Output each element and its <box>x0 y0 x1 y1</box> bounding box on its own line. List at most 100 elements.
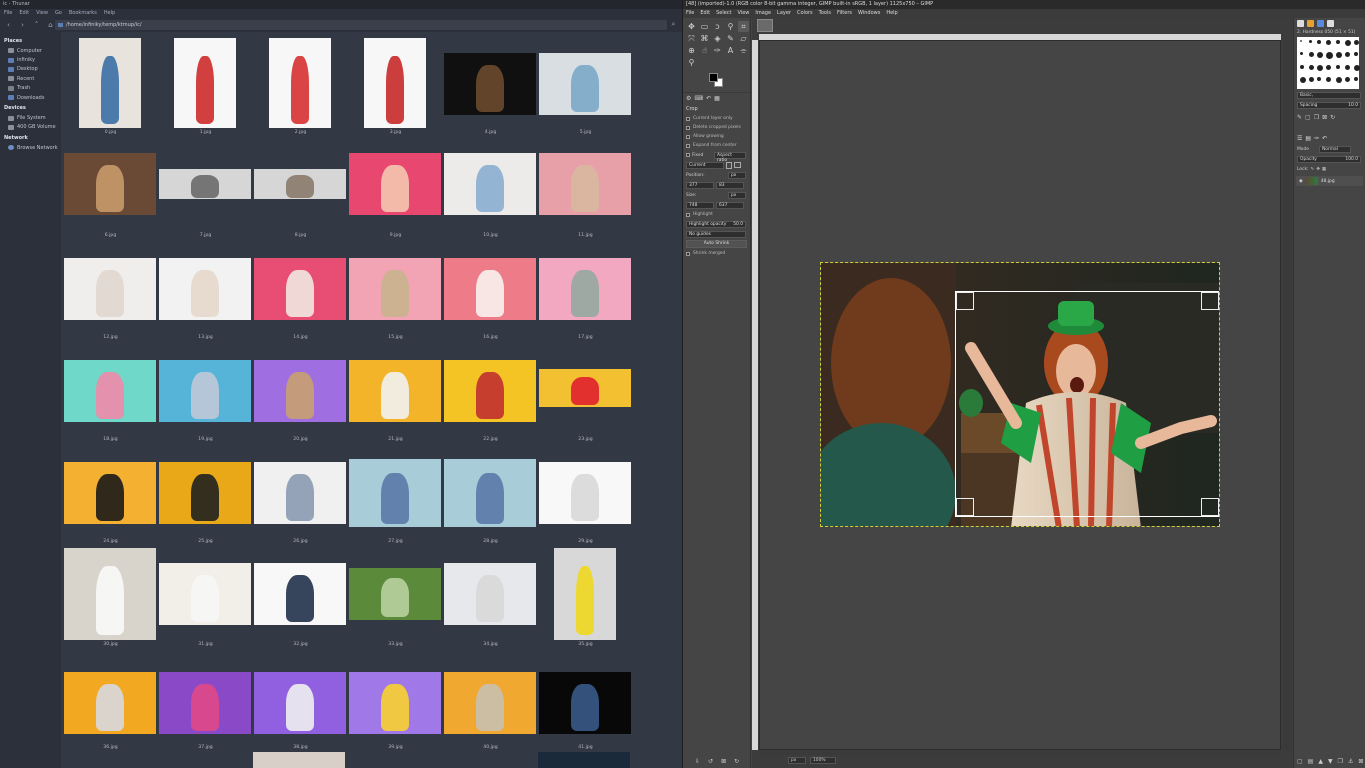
auto-shrink-button[interactable]: Auto Shrink <box>686 240 747 248</box>
brush-preset[interactable] <box>1345 52 1350 57</box>
background-color-swatch[interactable] <box>714 78 723 87</box>
file-thumbnail[interactable] <box>64 462 156 524</box>
file-thumbnail[interactable] <box>539 53 631 115</box>
sidebar-item-trash[interactable]: Trash <box>2 84 58 93</box>
menu-filters[interactable]: Filters <box>837 10 852 16</box>
position-x-field[interactable]: 377 <box>686 181 714 189</box>
file-thumbnail[interactable] <box>159 672 251 734</box>
brush-preset[interactable] <box>1354 52 1358 56</box>
visibility-eye-icon[interactable]: ◉ <box>1299 178 1303 184</box>
crop-handle-tr[interactable] <box>1201 292 1219 310</box>
brush-preset[interactable] <box>1345 65 1350 70</box>
brush-tool-icon[interactable]: ✎ <box>727 34 734 43</box>
tool-options-tab-icon[interactable]: ⚙ <box>686 95 692 102</box>
file-thumbnail[interactable] <box>444 563 536 625</box>
menu-help[interactable]: Help <box>103 10 116 16</box>
file-name-label[interactable]: 1.jpg <box>199 130 212 135</box>
menu-help[interactable]: Help <box>886 10 898 16</box>
file-thumbnail[interactable] <box>254 462 346 524</box>
menu-file[interactable]: File <box>4 10 13 16</box>
file-name-label[interactable]: 30.jpg <box>103 642 118 647</box>
brush-preset[interactable] <box>1345 40 1351 46</box>
zoom-tool-icon[interactable]: ⚲ <box>688 58 695 67</box>
checkbox-box[interactable] <box>686 125 690 130</box>
file-name-label[interactable]: 24.jpg <box>103 539 118 544</box>
file-thumbnail[interactable] <box>269 38 331 128</box>
menu-edit[interactable]: Edit <box>19 10 30 16</box>
file-name-label[interactable]: 35.jpg <box>578 642 593 647</box>
checkbox-box[interactable] <box>686 116 690 121</box>
vertical-scrollbar[interactable] <box>1283 40 1289 750</box>
landscape-icon[interactable] <box>734 162 741 168</box>
menu-layer[interactable]: Layer <box>777 10 791 16</box>
file-thumbnail[interactable] <box>349 459 441 527</box>
brushes-tab-icon[interactable] <box>1297 20 1304 27</box>
file-name-label[interactable]: 9.jpg <box>389 233 402 238</box>
file-thumbnail[interactable] <box>349 153 441 215</box>
file-name-label[interactable]: 19.jpg <box>198 437 213 442</box>
brush-preset[interactable] <box>1336 40 1340 44</box>
eraser-tool-icon[interactable]: ▱ <box>740 34 747 43</box>
layers-tab-icon[interactable]: ☰ <box>1297 135 1303 142</box>
file-name-label[interactable]: 25.jpg <box>198 539 213 544</box>
unit-dropdown[interactable]: px <box>788 756 806 764</box>
file-name-label[interactable]: 14.jpg <box>293 335 308 340</box>
smudge-tool-icon[interactable]: ☝ <box>702 46 707 55</box>
layer-mode-dropdown[interactable]: Normal <box>1319 145 1351 153</box>
file-thumbnail[interactable] <box>538 752 630 768</box>
file-name-label[interactable]: 33.jpg <box>388 642 403 647</box>
paths-tab-icon[interactable]: ✑ <box>1314 135 1320 142</box>
file-thumbnail[interactable] <box>539 258 631 320</box>
menu-select[interactable]: Select <box>716 10 732 16</box>
file-name-label[interactable]: 36.jpg <box>103 745 118 750</box>
brush-preset[interactable] <box>1317 40 1321 44</box>
location-bar[interactable]: /home/infiniky/temp/ktmup/ic/ <box>55 20 667 30</box>
file-name-label[interactable]: 7.jpg <box>199 233 212 238</box>
brush-preset[interactable] <box>1300 40 1302 42</box>
bucket-fill-tool-icon[interactable]: ◈ <box>714 34 721 43</box>
text-tool-icon[interactable]: A <box>727 46 734 55</box>
anchor-layer-icon[interactable]: ⚓ <box>1347 758 1354 765</box>
file-thumbnail[interactable] <box>254 360 346 422</box>
menu-image[interactable]: Image <box>755 10 772 16</box>
crop-rectangle[interactable] <box>955 291 1219 517</box>
image-tab-thumbnail[interactable] <box>757 19 773 32</box>
crop-handle-br[interactable] <box>1201 498 1219 516</box>
file-name-label[interactable]: 16.jpg <box>483 335 498 340</box>
brush-preset[interactable] <box>1354 40 1359 45</box>
sidebar-item-downloads[interactable]: Downloads <box>2 93 58 102</box>
save-options-icon[interactable]: ⇩ <box>695 758 701 765</box>
brush-preset[interactable] <box>1354 65 1360 71</box>
images-tab-icon[interactable]: ▦ <box>714 95 720 102</box>
file-icon-view[interactable]: 0.jpg 1.jpg 2.jpg 3.jpg 4.jpg 5.jpg 6.jpg 7.jpg… <box>61 32 682 768</box>
file-name-label[interactable]: 34.jpg <box>483 642 498 647</box>
file-thumbnail[interactable] <box>349 568 441 620</box>
file-thumbnail[interactable] <box>159 360 251 422</box>
file-thumbnail[interactable] <box>254 169 346 199</box>
undo-tab-icon[interactable]: ↶ <box>1322 135 1328 142</box>
file-name-label[interactable]: 10.jpg <box>483 233 498 238</box>
highlight-opacity-slider[interactable]: Highlight opacity 50.0 <box>686 220 746 228</box>
brush-preset[interactable] <box>1345 77 1350 82</box>
file-thumbnail[interactable] <box>444 459 536 527</box>
menu-colors[interactable]: Colors <box>797 10 813 16</box>
lower-layer-icon[interactable]: ▼ <box>1327 758 1333 765</box>
path-tool-icon[interactable]: ✑ <box>714 46 721 55</box>
up-arrow-icon[interactable]: ˄ <box>34 21 39 29</box>
canvas-image[interactable] <box>820 262 1220 527</box>
checkbox-allow-growing[interactable]: Allow growing <box>683 132 750 141</box>
checkbox-shrink-merged[interactable]: Shrink merged <box>683 249 750 258</box>
file-name-label[interactable]: 23.jpg <box>578 437 593 442</box>
portrait-icon[interactable] <box>726 161 732 169</box>
lock-pixels-icon[interactable]: ✎ <box>1310 166 1315 172</box>
brush-preset[interactable] <box>1309 40 1312 43</box>
highlight-opacity-row[interactable]: Highlight opacity 50.0 <box>683 219 750 229</box>
file-thumbnail[interactable] <box>64 672 156 734</box>
file-name-label[interactable]: 3.jpg <box>389 130 402 135</box>
file-name-label[interactable]: 38.jpg <box>293 745 308 750</box>
file-name-label[interactable]: 4.jpg <box>484 130 497 135</box>
lock-alpha-icon[interactable]: ▦ <box>1321 166 1327 172</box>
brush-preset[interactable] <box>1300 65 1304 69</box>
file-thumbnail[interactable] <box>79 38 141 128</box>
brush-preset[interactable] <box>1326 77 1331 82</box>
